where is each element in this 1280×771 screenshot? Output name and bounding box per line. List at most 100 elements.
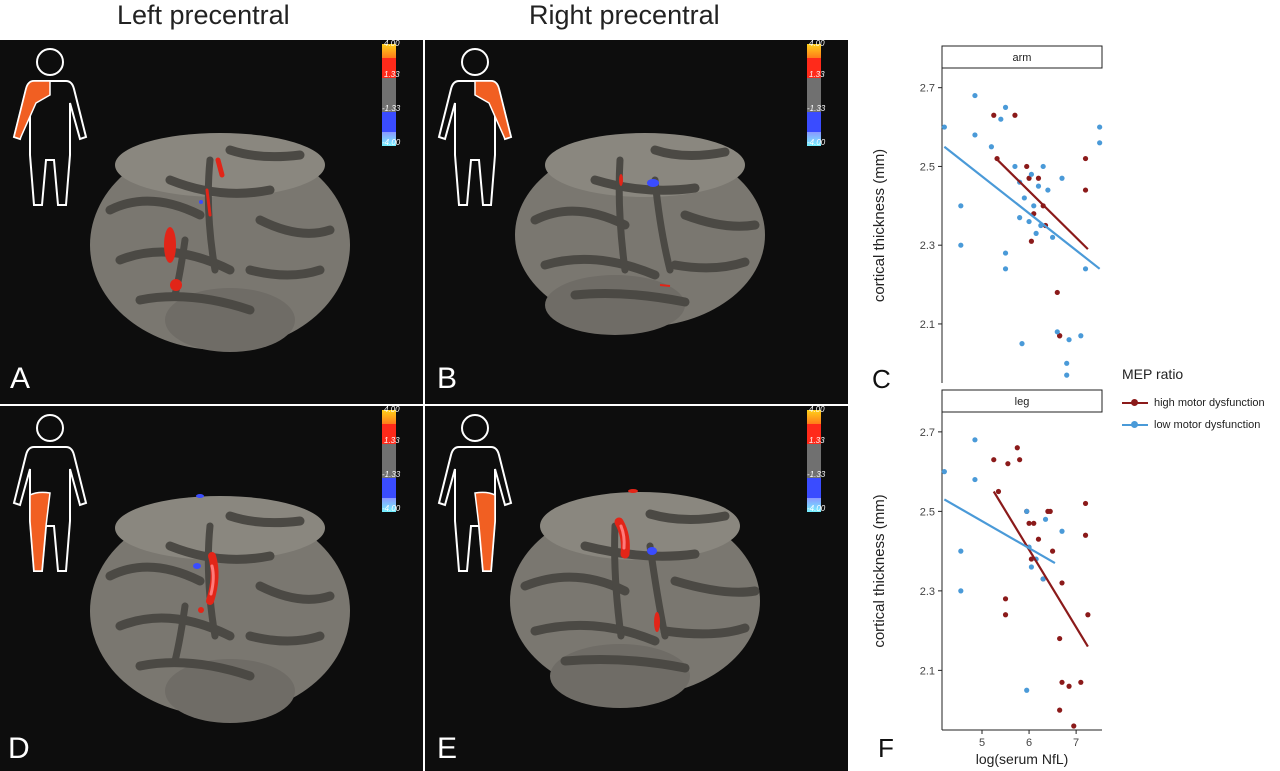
data-point bbox=[1028, 564, 1035, 570]
data-point bbox=[1035, 536, 1042, 542]
colorbar-tick: -1.33 bbox=[807, 104, 826, 113]
data-point bbox=[1017, 215, 1023, 221]
colorbar-tick: 4.00 bbox=[384, 406, 400, 414]
colorbar-tick: -4.00 bbox=[382, 138, 401, 147]
y-tick-label: 2.7 bbox=[920, 83, 935, 95]
data-point bbox=[1014, 445, 1020, 451]
data-point bbox=[1035, 175, 1042, 181]
scatter-plots: arm 2.1 2.3 2.5 2.7 cortical thickness (mm) le… bbox=[871, 45, 1103, 767]
cluster-positive bbox=[215, 157, 225, 178]
y-tick-label: 2.3 bbox=[920, 240, 935, 252]
data-point bbox=[1057, 333, 1063, 339]
data-point bbox=[1071, 723, 1077, 729]
x-axis-label: log(serum NfL) bbox=[976, 751, 1069, 767]
legend: MEP ratio high motor dysfunction low mot… bbox=[1122, 366, 1265, 436]
human-leg-highlight-icon bbox=[437, 414, 513, 572]
fit-line bbox=[943, 145, 1101, 270]
data-point bbox=[1026, 175, 1032, 181]
y-tick-label: 2.1 bbox=[920, 319, 935, 331]
panel-label-a: A bbox=[10, 362, 31, 395]
data-point bbox=[1005, 461, 1011, 467]
data-point bbox=[991, 457, 997, 463]
panel-b: 4.00 1.33 -1.33 -4.00 B bbox=[425, 40, 848, 404]
data-point bbox=[1040, 163, 1046, 170]
data-point bbox=[1078, 333, 1084, 339]
data-point bbox=[1021, 195, 1027, 201]
data-point bbox=[1097, 140, 1103, 146]
colorbar bbox=[807, 44, 821, 146]
data-point bbox=[1019, 341, 1025, 347]
data-point bbox=[1064, 360, 1070, 366]
data-point bbox=[1031, 203, 1037, 209]
data-point bbox=[1059, 679, 1065, 685]
data-point bbox=[1059, 580, 1065, 586]
data-point bbox=[1028, 556, 1035, 562]
data-point bbox=[972, 476, 978, 483]
y-tick-label: 2.7 bbox=[920, 427, 935, 439]
colorbar-tick: 1.33 bbox=[384, 436, 400, 445]
data-point bbox=[1082, 266, 1089, 272]
data-point bbox=[1026, 520, 1032, 526]
data-point bbox=[1002, 104, 1009, 110]
data-point bbox=[1017, 457, 1023, 463]
data-point bbox=[1059, 175, 1065, 181]
y-axis-label: cortical thickness (mm) bbox=[871, 494, 888, 647]
data-point bbox=[1033, 230, 1039, 236]
data-point bbox=[1031, 520, 1037, 526]
data-point bbox=[1066, 337, 1072, 343]
panel-e: 4.00 1.33 -1.33 -4.00 E bbox=[425, 406, 848, 771]
data-point bbox=[1082, 187, 1089, 193]
x-tick-label: 6 bbox=[1026, 737, 1032, 749]
colorbar-tick: 1.33 bbox=[809, 436, 825, 445]
y-tick-label: 2.1 bbox=[920, 665, 935, 677]
data-point bbox=[1012, 112, 1018, 118]
data-point bbox=[1049, 234, 1056, 240]
title-right-precentral: Right precentral bbox=[529, 0, 720, 30]
data-point bbox=[972, 132, 978, 138]
brain-surface-left bbox=[90, 133, 350, 352]
data-point bbox=[1054, 289, 1060, 296]
data-point bbox=[1085, 612, 1091, 618]
colorbar bbox=[807, 410, 821, 512]
brain-surface-left bbox=[90, 494, 350, 723]
data-point bbox=[1024, 687, 1030, 693]
colorbar-tick: 1.33 bbox=[384, 70, 400, 79]
legend-item-high: high motor dysfunction bbox=[1122, 392, 1265, 414]
brain-surface-right bbox=[510, 489, 760, 708]
data-point bbox=[1097, 124, 1103, 130]
data-point bbox=[988, 144, 995, 150]
data-point bbox=[958, 203, 964, 209]
facet-label: arm bbox=[1013, 52, 1032, 64]
data-point bbox=[1024, 163, 1030, 170]
colorbar-tick: -4.00 bbox=[807, 504, 826, 513]
colorbar-tick: 4.00 bbox=[809, 406, 825, 414]
fit-line bbox=[992, 490, 1089, 648]
fit-line bbox=[943, 498, 1056, 565]
data-point bbox=[1078, 679, 1084, 685]
panel-label-b: B bbox=[437, 362, 458, 395]
data-point bbox=[1002, 250, 1009, 256]
data-point bbox=[958, 242, 964, 248]
data-point bbox=[998, 116, 1004, 122]
panel-label-c: C bbox=[872, 364, 891, 394]
data-point bbox=[1054, 329, 1060, 335]
legend-label-low: low motor dysfunction bbox=[1154, 419, 1261, 431]
data-point bbox=[941, 124, 947, 130]
data-point bbox=[1024, 508, 1030, 514]
x-tick-label: 7 bbox=[1073, 737, 1079, 749]
data-point bbox=[1064, 372, 1070, 378]
data-point bbox=[1057, 635, 1063, 642]
data-point bbox=[1047, 508, 1053, 514]
facet-strip bbox=[941, 389, 1103, 413]
colorbar bbox=[382, 44, 396, 146]
data-point bbox=[1057, 707, 1063, 713]
colorbar-tick: -4.00 bbox=[382, 504, 401, 513]
y-axis-label: cortical thickness (mm) bbox=[871, 149, 888, 302]
data-point bbox=[991, 112, 997, 118]
panel-a: 4.00 1.33 -1.33 -4.00 A bbox=[0, 40, 423, 404]
data-point bbox=[972, 92, 978, 99]
data-point bbox=[1028, 238, 1035, 244]
legend-swatch-high bbox=[1122, 396, 1148, 410]
facet-label: leg bbox=[1015, 396, 1030, 408]
colorbar-tick: 1.33 bbox=[809, 70, 825, 79]
